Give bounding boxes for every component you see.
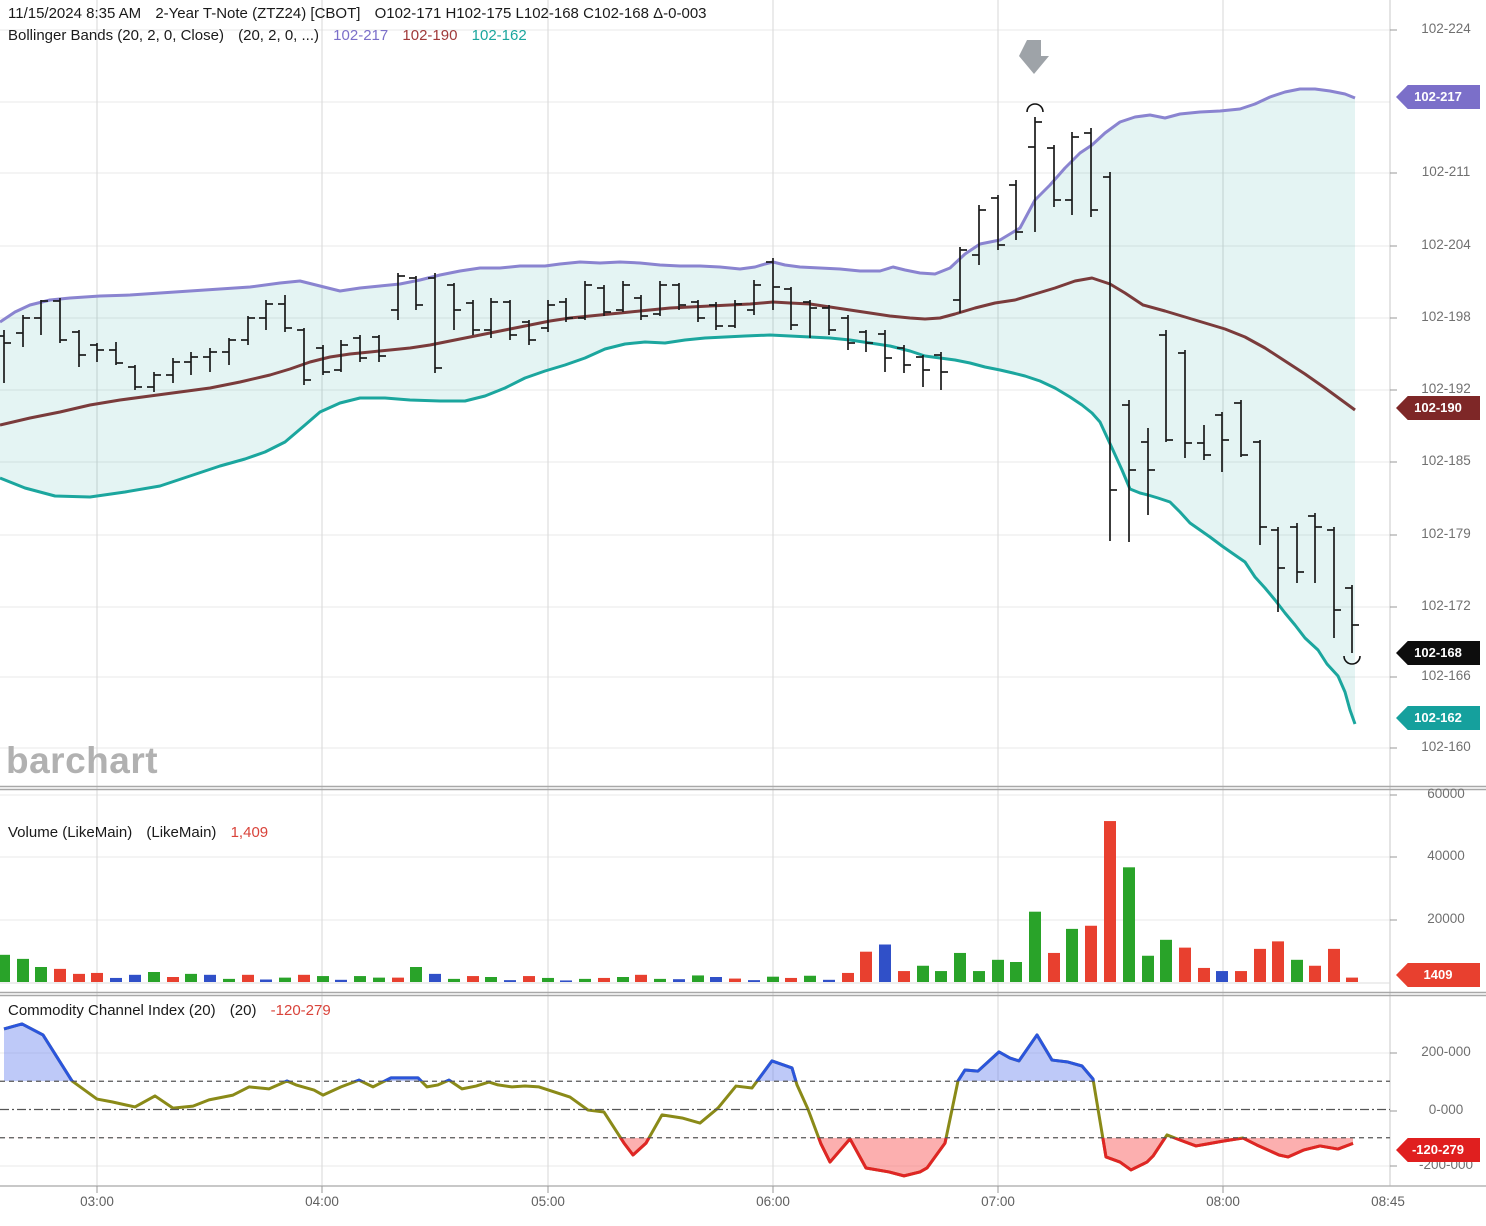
cci-value: -120-279 — [270, 1002, 331, 1019]
quote-datetime: 11/15/2024 8:35 AM — [8, 5, 142, 22]
axis-label: 102-179 — [1421, 526, 1471, 541]
axis-label: 0-000 — [1428, 1102, 1464, 1117]
axis-label: 20000 — [1427, 911, 1465, 926]
indicator-title-bar: Bollinger Bands (20, 2, 0, Close) (20, 2… — [8, 27, 537, 44]
barchart-logo: barchart — [6, 740, 159, 781]
time-axis-label: 06:00 — [756, 1194, 790, 1209]
ohlc-values: O102-171 H102-175 L102-168 C102-168 Δ-0-… — [374, 5, 707, 22]
axis-label: 60000 — [1427, 786, 1465, 801]
volume-title-bar: Volume (LikeMain) (LikeMain) 1,409 — [8, 824, 278, 841]
chart-title-bar: 11/15/2024 8:35 AM 2-Year T-Note (ZTZ24)… — [8, 5, 717, 22]
axis-label: 102-192 — [1421, 381, 1471, 396]
cci-badge: -120-279 — [1396, 1138, 1480, 1162]
indicator-params: (20, 2, 0, ...) — [238, 27, 319, 44]
axis-label: 102-224 — [1421, 21, 1471, 36]
time-axis-label: 05:00 — [531, 1194, 565, 1209]
axis-label: 102-172 — [1421, 598, 1471, 613]
volume-indicator-params: (LikeMain) — [146, 824, 217, 841]
bb-upper-price-badge: 102-217 — [1396, 85, 1480, 109]
gray-down-arrow-icon — [1019, 40, 1049, 74]
bb-middle-price-badge: 102-190 — [1396, 396, 1480, 420]
axis-label: 102-166 — [1421, 668, 1471, 683]
time-axis-label: 03:00 — [80, 1194, 114, 1209]
axis-label: 102-185 — [1421, 453, 1471, 468]
bb-upper-value: 102-217 — [333, 27, 389, 44]
volume-value: 1,409 — [230, 824, 269, 841]
cci-indicator-params: (20) — [229, 1002, 257, 1019]
axis-label: 102-198 — [1421, 309, 1471, 324]
instrument-name: 2-Year T-Note (ZTZ24) [CBOT] — [155, 5, 361, 22]
cci-indicator-name: Commodity Channel Index (20) — [8, 1002, 216, 1019]
axis-label: 102-211 — [1421, 164, 1471, 179]
cci-title-bar: Commodity Channel Index (20) (20) -120-2… — [8, 1002, 341, 1019]
last-price-badge: 102-168 — [1396, 641, 1480, 665]
bb-middle-value: 102-190 — [402, 27, 458, 44]
time-axis-label: 08:45 — [1371, 1194, 1405, 1209]
axis-label: 200-000 — [1421, 1044, 1471, 1059]
axis-label: 102-204 — [1421, 237, 1471, 252]
time-axis-label: 04:00 — [305, 1194, 339, 1209]
volume-badge: 1409 — [1396, 963, 1480, 987]
time-axis-label: 07:00 — [981, 1194, 1015, 1209]
volume-indicator-name: Volume (LikeMain) — [8, 824, 133, 841]
bb-lower-value: 102-162 — [471, 27, 527, 44]
indicator-name: Bollinger Bands (20, 2, 0, Close) — [8, 27, 224, 44]
time-axis-label: 08:00 — [1206, 1194, 1240, 1209]
axis-label: 102-160 — [1421, 739, 1471, 754]
axis-label: 40000 — [1427, 848, 1465, 863]
bb-lower-price-badge: 102-162 — [1396, 706, 1480, 730]
